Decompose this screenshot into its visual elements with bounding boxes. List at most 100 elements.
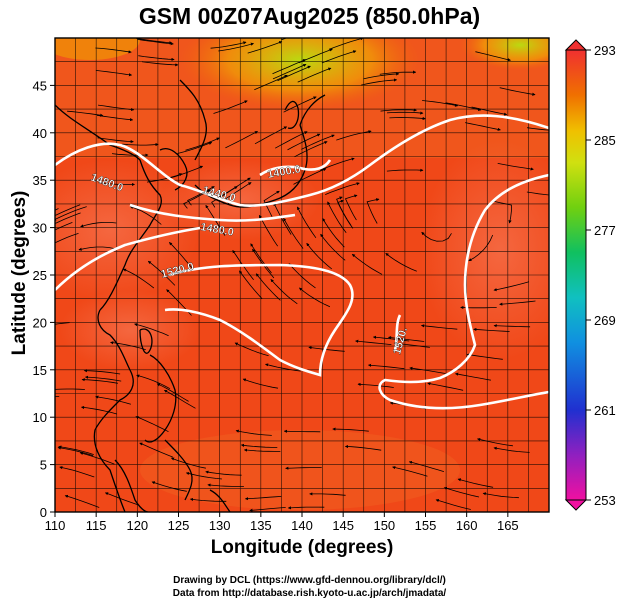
x-tick-label: 140 xyxy=(291,518,313,533)
streamline xyxy=(55,212,81,225)
colorbar-tick-label: 261 xyxy=(594,403,616,418)
streamline xyxy=(254,126,288,145)
streamline xyxy=(169,242,194,270)
streamline xyxy=(344,444,382,451)
streamline xyxy=(255,273,281,301)
x-tick-label: 160 xyxy=(456,518,478,533)
streamline xyxy=(355,339,392,345)
streamline xyxy=(445,102,482,111)
streamline xyxy=(185,471,222,480)
streamline xyxy=(136,374,171,390)
streamline xyxy=(156,383,189,402)
streamline xyxy=(385,252,417,272)
y-axis-ticks: 0 5 10 15 20 25 30 35 40 45 xyxy=(33,78,55,520)
streamline xyxy=(297,67,332,83)
streamline xyxy=(272,63,307,80)
streamline xyxy=(81,378,118,384)
streamline xyxy=(294,141,328,158)
streamline xyxy=(332,427,369,432)
streamline xyxy=(80,222,117,228)
y-tick-label: 25 xyxy=(33,268,47,283)
streamline xyxy=(187,186,215,206)
streamline xyxy=(122,268,155,289)
streamline xyxy=(95,70,133,77)
streamline xyxy=(344,194,358,221)
streamline xyxy=(78,246,115,251)
colorbar-tick-label: 269 xyxy=(594,313,616,328)
streamline xyxy=(247,41,283,54)
colorbar-tick-label: 277 xyxy=(594,223,616,238)
streamline xyxy=(234,342,269,357)
x-tick-label: 150 xyxy=(373,518,395,533)
streamline xyxy=(427,382,464,391)
streamline xyxy=(357,382,394,388)
streamline xyxy=(67,110,104,117)
streamline xyxy=(283,96,317,113)
streamline xyxy=(392,466,428,477)
streamline xyxy=(336,196,352,226)
streamline xyxy=(83,369,121,375)
y-tick-label: 45 xyxy=(33,78,47,93)
streamline xyxy=(293,168,327,185)
streamline xyxy=(372,335,410,342)
streamline xyxy=(55,388,85,390)
x-tick-label: 165 xyxy=(497,518,519,533)
y-tick-label: 35 xyxy=(33,173,47,188)
streamline xyxy=(189,497,227,502)
streamline xyxy=(301,134,335,150)
streamline xyxy=(322,218,345,248)
streamline xyxy=(170,457,206,469)
streamline xyxy=(386,168,424,172)
streamline xyxy=(454,372,491,381)
x-tick-label: 120 xyxy=(126,518,148,533)
y-tick-label: 5 xyxy=(40,458,47,473)
streamline xyxy=(250,243,272,274)
streamline xyxy=(57,446,94,456)
streamline xyxy=(97,137,134,144)
streamline xyxy=(84,375,122,382)
streamline xyxy=(225,131,258,149)
streamline xyxy=(55,222,73,231)
y-tick-label: 30 xyxy=(33,221,47,236)
streamline xyxy=(96,114,134,122)
streamline xyxy=(389,116,426,121)
x-tick-label: 135 xyxy=(250,518,272,533)
grid-lines xyxy=(55,38,549,512)
streamline xyxy=(55,322,70,325)
x-tick-label: 155 xyxy=(415,518,437,533)
streamline xyxy=(138,55,175,61)
x-tick-label: 130 xyxy=(209,518,231,533)
streamline xyxy=(493,324,531,328)
streamline xyxy=(244,496,282,501)
streamline xyxy=(79,451,115,465)
streamline xyxy=(98,182,136,187)
streamline xyxy=(497,163,534,171)
streamline xyxy=(272,59,307,75)
streamline xyxy=(297,206,317,239)
streamline xyxy=(309,492,346,496)
x-tick-label: 145 xyxy=(332,518,354,533)
streamline xyxy=(110,341,146,351)
streamline xyxy=(287,506,325,510)
streamline xyxy=(363,72,400,80)
streamline xyxy=(249,507,286,512)
streamline xyxy=(59,466,95,478)
streamline xyxy=(473,327,510,332)
streamline xyxy=(134,323,169,337)
contour-label: 1400.0 xyxy=(266,163,301,181)
streamline xyxy=(408,460,445,472)
streamline xyxy=(263,190,280,217)
streamline xyxy=(64,494,100,508)
streamline xyxy=(58,445,94,455)
geopotential-contours xyxy=(55,114,549,410)
streamline xyxy=(270,279,298,305)
streamline xyxy=(264,363,301,372)
streamline xyxy=(235,429,272,436)
x-tick-label: 115 xyxy=(86,518,107,533)
streamline xyxy=(168,165,204,179)
streamline xyxy=(242,378,279,389)
streamline xyxy=(283,217,304,249)
streamline xyxy=(422,100,459,107)
y-tick-label: 15 xyxy=(33,363,47,378)
streamline xyxy=(129,205,162,225)
